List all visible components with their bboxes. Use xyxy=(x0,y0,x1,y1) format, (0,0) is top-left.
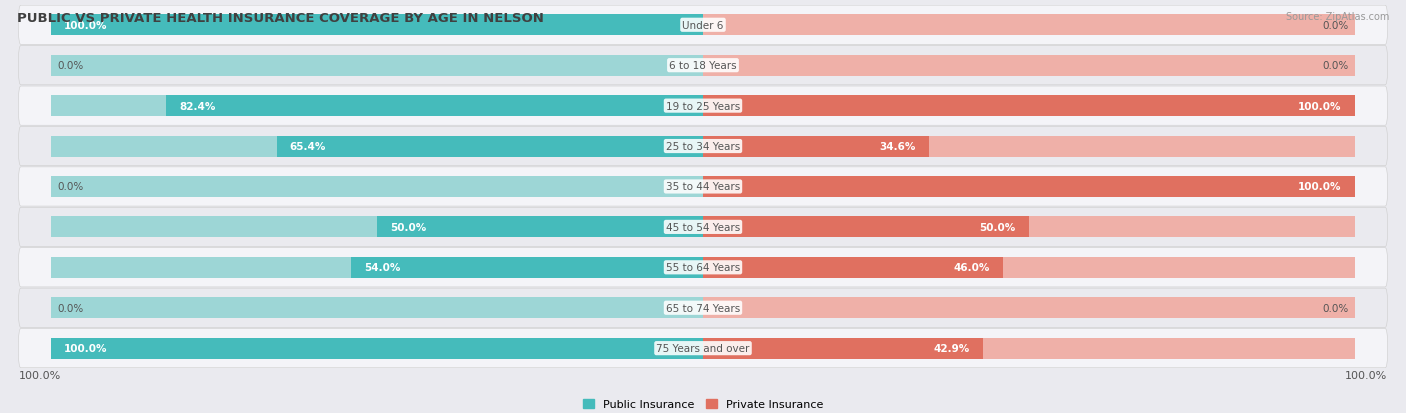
Text: 6 to 18 Years: 6 to 18 Years xyxy=(669,61,737,71)
Bar xyxy=(703,96,1355,117)
Text: 0.0%: 0.0% xyxy=(1322,21,1348,31)
Bar xyxy=(703,217,1029,238)
Legend: Public Insurance, Private Insurance: Public Insurance, Private Insurance xyxy=(579,395,827,413)
Bar xyxy=(166,96,703,117)
Text: 0.0%: 0.0% xyxy=(58,303,84,313)
Bar xyxy=(277,136,703,157)
FancyBboxPatch shape xyxy=(18,288,1388,328)
Bar xyxy=(703,176,1355,197)
Text: 100.0%: 100.0% xyxy=(65,21,108,31)
Text: 34.6%: 34.6% xyxy=(879,142,915,152)
Bar xyxy=(703,136,928,157)
Bar xyxy=(703,176,1355,197)
Bar xyxy=(51,297,703,318)
Text: Source: ZipAtlas.com: Source: ZipAtlas.com xyxy=(1285,12,1389,22)
Text: 75 Years and over: 75 Years and over xyxy=(657,343,749,353)
Text: PUBLIC VS PRIVATE HEALTH INSURANCE COVERAGE BY AGE IN NELSON: PUBLIC VS PRIVATE HEALTH INSURANCE COVER… xyxy=(17,12,544,25)
Bar xyxy=(703,257,1355,278)
Text: 50.0%: 50.0% xyxy=(389,222,426,233)
Bar xyxy=(703,96,1355,117)
Bar xyxy=(703,136,1355,157)
Text: 46.0%: 46.0% xyxy=(953,263,990,273)
Bar xyxy=(703,297,1355,318)
Bar xyxy=(703,338,983,359)
Bar xyxy=(51,176,703,197)
Bar xyxy=(703,55,1355,76)
Bar xyxy=(51,55,703,76)
Bar xyxy=(51,257,703,278)
FancyBboxPatch shape xyxy=(18,47,1388,85)
Text: 50.0%: 50.0% xyxy=(980,222,1017,233)
Bar xyxy=(51,96,703,117)
Text: 35 to 44 Years: 35 to 44 Years xyxy=(666,182,740,192)
Bar xyxy=(51,15,703,36)
FancyBboxPatch shape xyxy=(18,87,1388,126)
Text: 0.0%: 0.0% xyxy=(58,182,84,192)
Bar xyxy=(51,136,703,157)
Text: 100.0%: 100.0% xyxy=(65,343,108,353)
Bar xyxy=(703,217,1355,238)
Bar xyxy=(51,15,703,36)
Text: 100.0%: 100.0% xyxy=(18,370,60,380)
Bar xyxy=(703,15,1355,36)
Text: Under 6: Under 6 xyxy=(682,21,724,31)
Bar xyxy=(51,338,703,359)
Text: 65.4%: 65.4% xyxy=(290,142,326,152)
Bar xyxy=(51,338,703,359)
Text: 0.0%: 0.0% xyxy=(58,61,84,71)
Text: 100.0%: 100.0% xyxy=(1346,370,1388,380)
Text: 42.9%: 42.9% xyxy=(934,343,970,353)
Text: 19 to 25 Years: 19 to 25 Years xyxy=(666,101,740,112)
Text: 0.0%: 0.0% xyxy=(1322,303,1348,313)
FancyBboxPatch shape xyxy=(18,6,1388,45)
Text: 100.0%: 100.0% xyxy=(1298,182,1341,192)
Bar xyxy=(703,338,1355,359)
Text: 55 to 64 Years: 55 to 64 Years xyxy=(666,263,740,273)
FancyBboxPatch shape xyxy=(18,127,1388,166)
Text: 25 to 34 Years: 25 to 34 Years xyxy=(666,142,740,152)
Text: 0.0%: 0.0% xyxy=(1322,61,1348,71)
Text: 54.0%: 54.0% xyxy=(364,263,401,273)
Bar xyxy=(703,257,1002,278)
Bar xyxy=(51,217,703,238)
FancyBboxPatch shape xyxy=(18,329,1388,368)
FancyBboxPatch shape xyxy=(18,167,1388,206)
FancyBboxPatch shape xyxy=(18,248,1388,287)
Text: 65 to 74 Years: 65 to 74 Years xyxy=(666,303,740,313)
Text: 82.4%: 82.4% xyxy=(179,101,215,112)
FancyBboxPatch shape xyxy=(18,208,1388,247)
Bar xyxy=(377,217,703,238)
Text: 100.0%: 100.0% xyxy=(1298,101,1341,112)
Bar xyxy=(352,257,703,278)
Text: 45 to 54 Years: 45 to 54 Years xyxy=(666,222,740,233)
